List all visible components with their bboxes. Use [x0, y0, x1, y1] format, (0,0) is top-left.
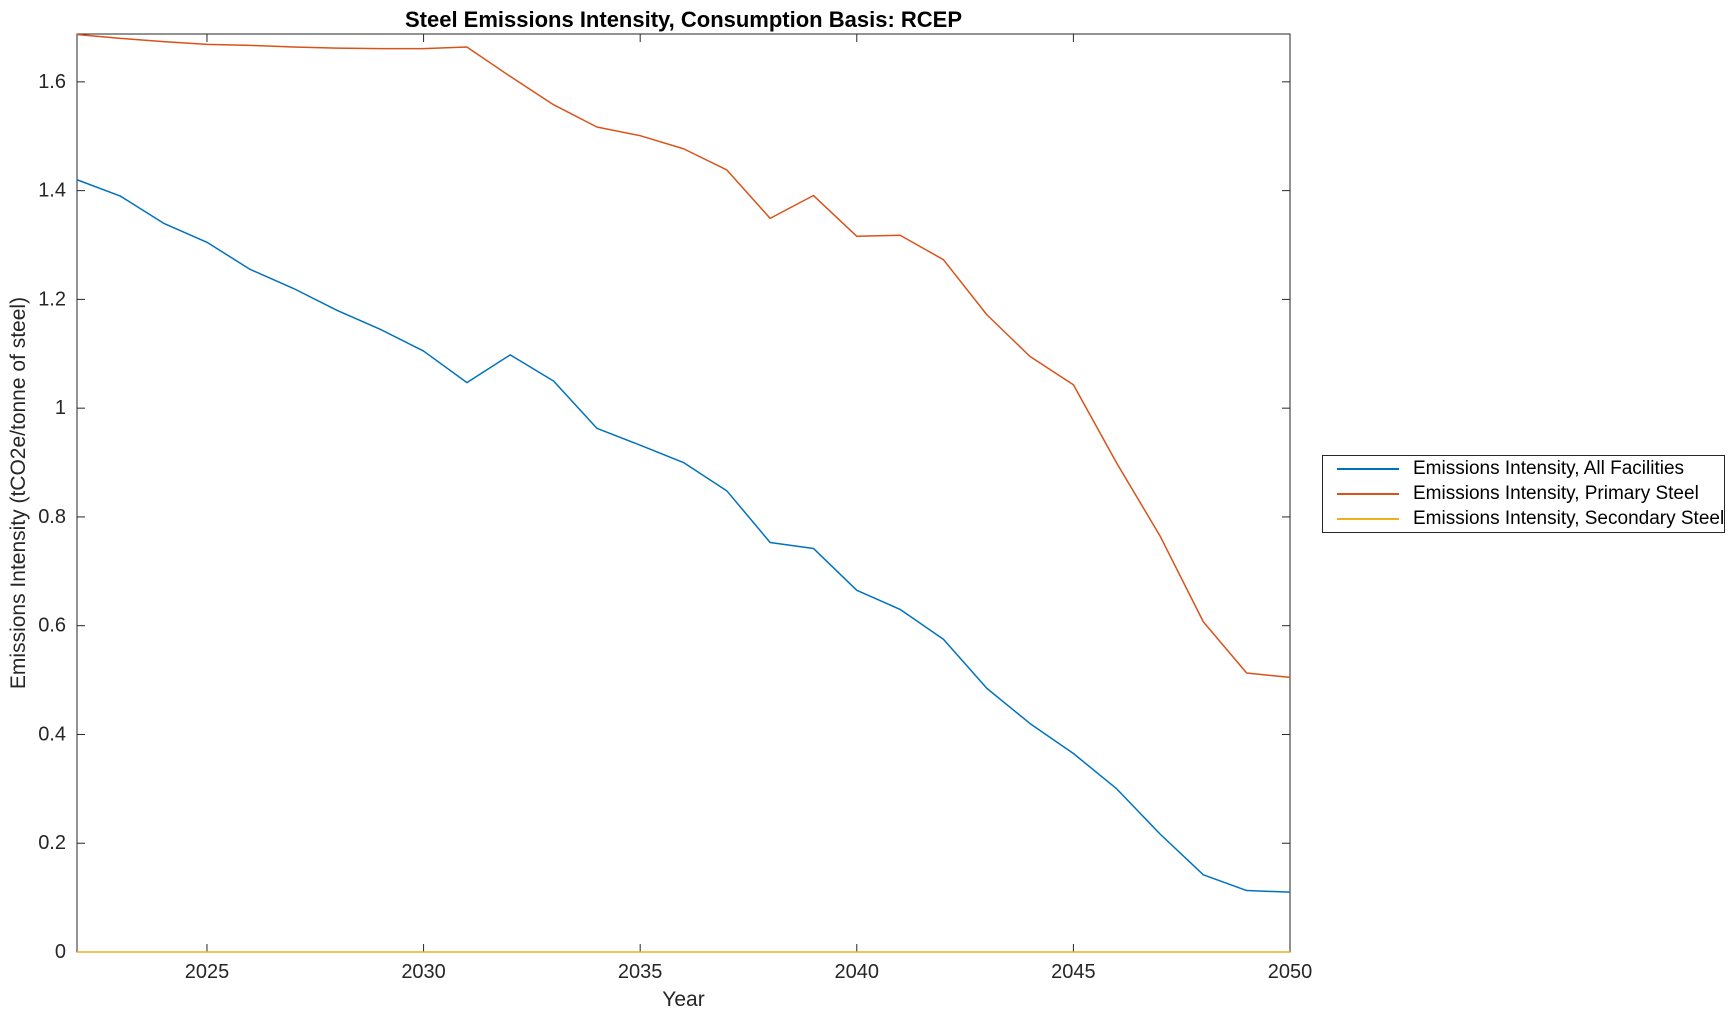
x-axis-label: Year: [662, 988, 705, 1011]
legend-label-emissions-intensity-secondary-steel: Emissions Intensity, Secondary Steel: [1413, 507, 1725, 529]
chart-title: Steel Emissions Intensity, Consumption B…: [404, 7, 963, 32]
y-tick-label-0.6: 0.6: [38, 615, 66, 637]
legend-line-icon-emissions-intensity-secondary-steel: [1337, 517, 1399, 520]
legend-item-emissions-intensity-primary-steel: Emissions Intensity, Primary Steel: [1323, 482, 1724, 507]
y-tick-label-0.8: 0.8: [38, 506, 66, 528]
legend-label-emissions-intensity-all-facilities: Emissions Intensity, All Facilities: [1413, 458, 1685, 480]
x-tick-label-2030: 2030: [401, 961, 446, 983]
series-line-emissions-intensity-all-facilities: [76, 179, 1291, 893]
y-tick-label-0.4: 0.4: [38, 723, 66, 745]
y-tick-label-1.4: 1.4: [38, 180, 66, 202]
y-tick-label-1.6: 1.6: [38, 71, 66, 93]
x-tick-label-2025: 2025: [185, 961, 230, 983]
y-tick-label-0.2: 0.2: [38, 832, 66, 854]
y-axis-label: Emissions Intensity (tCO2e/tonne of stee…: [7, 296, 30, 690]
y-tick-label-1.2: 1.2: [38, 288, 66, 310]
x-tick-label-2045: 2045: [1051, 961, 1096, 983]
axes-box: [76, 33, 1291, 953]
legend-box: Emissions Intensity, All Facilities Emiss…: [1322, 455, 1725, 533]
series-line-emissions-intensity-primary-steel: [76, 33, 1291, 679]
y-tick-label-0: 0: [55, 941, 66, 963]
legend-label-emissions-intensity-primary-steel: Emissions Intensity, Primary Steel: [1413, 483, 1699, 504]
x-tick-label-2050: 2050: [1268, 961, 1313, 983]
legend-line-icon-emissions-intensity-primary-steel: [1337, 493, 1399, 495]
legend-item-emissions-intensity-secondary-steel: Emissions Intensity, Secondary Steel: [1323, 506, 1724, 531]
legend-item-emissions-intensity-all-facilities: Emissions Intensity, All Facilities: [1323, 457, 1724, 482]
y-tick-label-1: 1: [55, 397, 66, 419]
x-tick-label-2035: 2035: [618, 961, 663, 983]
legend-line-icon-emissions-intensity-all-facilities: [1337, 468, 1399, 471]
x-tick-label-2040: 2040: [835, 961, 880, 983]
